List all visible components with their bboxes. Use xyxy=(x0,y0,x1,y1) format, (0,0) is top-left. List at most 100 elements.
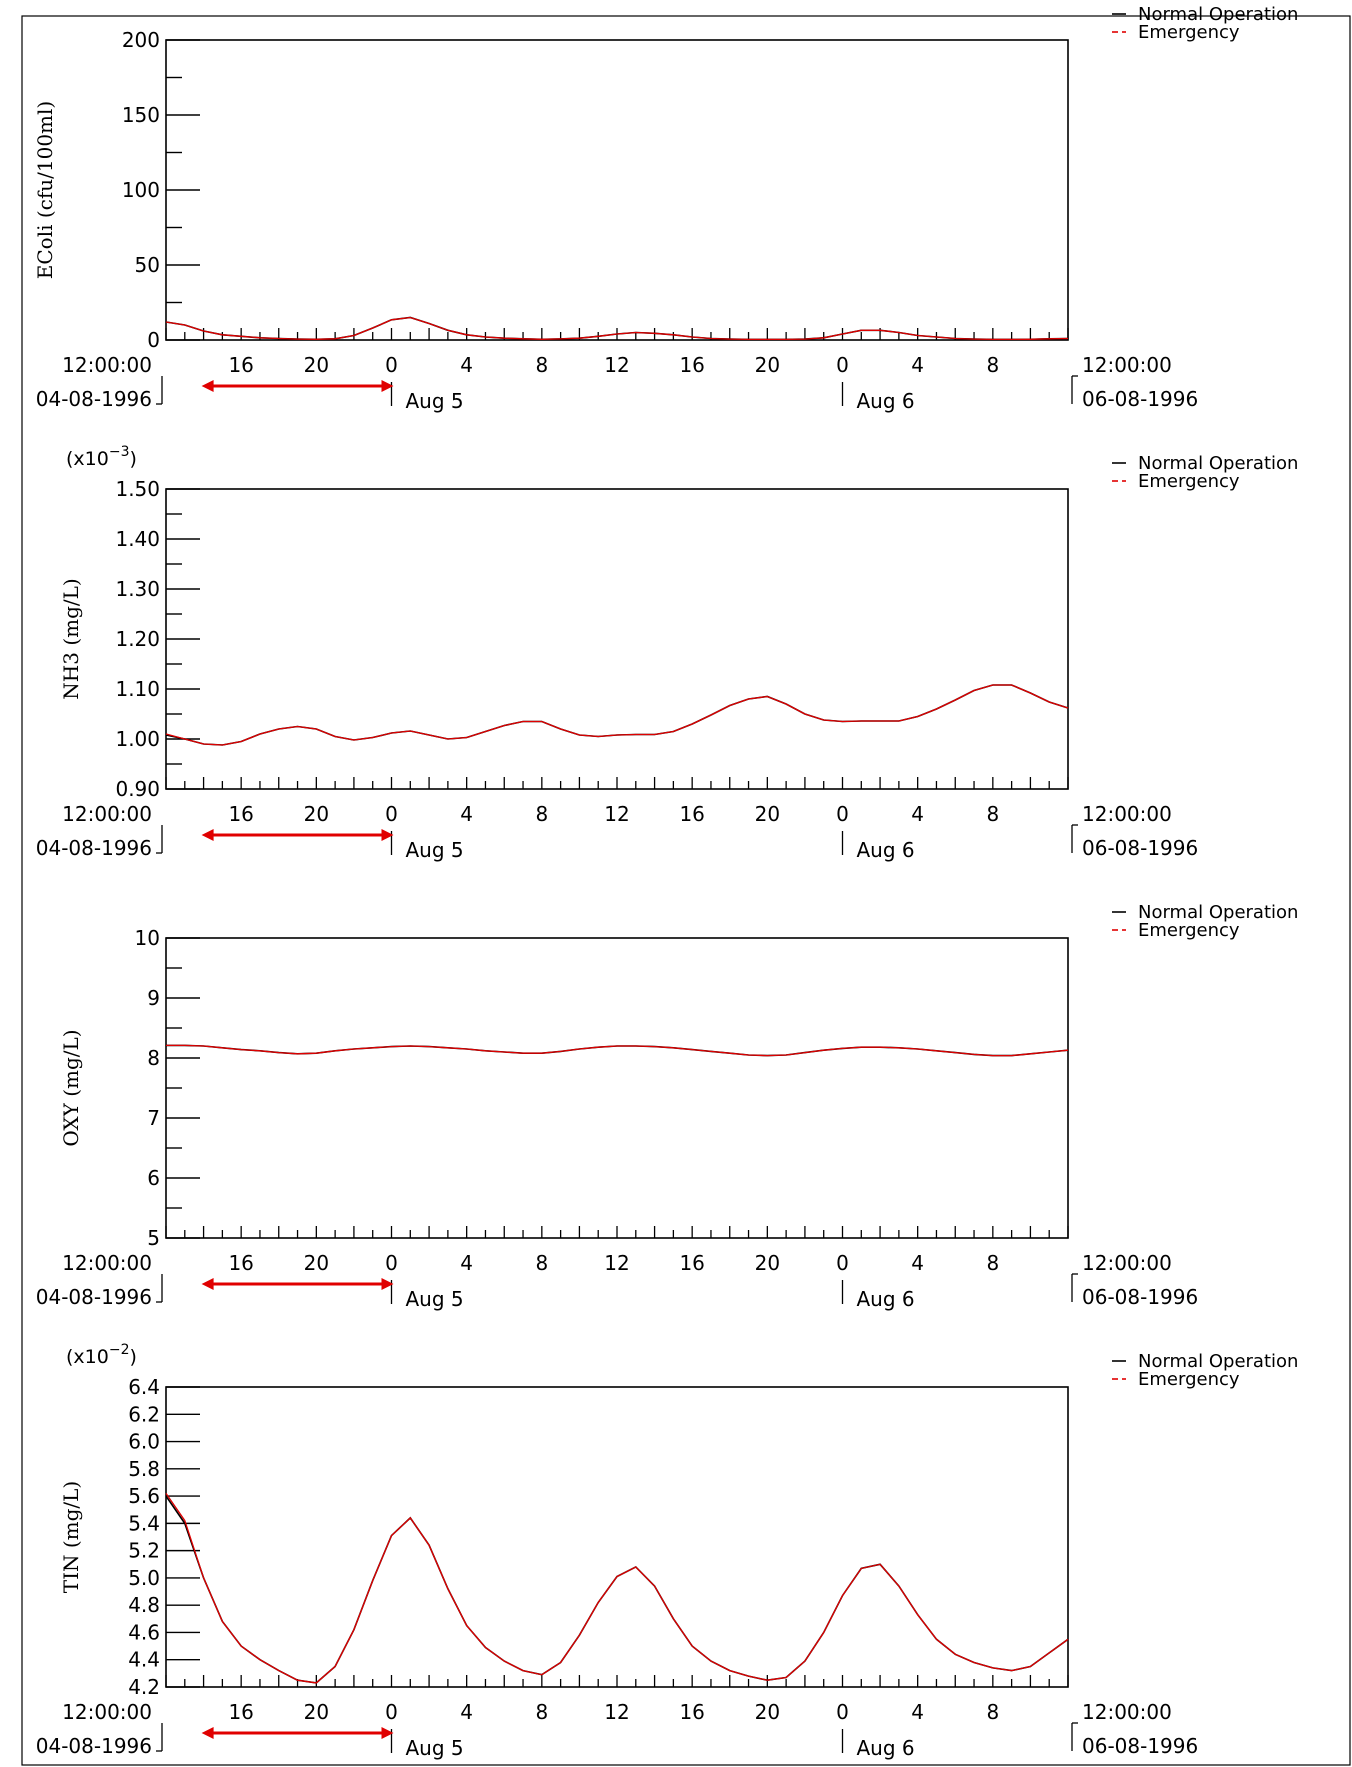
y-tick-label: 5.2 xyxy=(128,1539,160,1563)
y-tick-label: 50 xyxy=(135,253,160,277)
x-tick-label: 8 xyxy=(535,1251,548,1275)
plot-frame xyxy=(165,937,1069,1239)
y-tick-label: 6.2 xyxy=(128,1402,160,1426)
x-tick-label: 0 xyxy=(836,802,849,826)
y-tick-label: 1.40 xyxy=(115,527,160,551)
x-tick-label: 16 xyxy=(228,1700,253,1724)
x-tick-label: 12 xyxy=(604,1700,629,1724)
day-label: Aug 6 xyxy=(857,1287,915,1311)
series-emergency xyxy=(165,1493,1069,1684)
x-tick-label: 4 xyxy=(911,1251,924,1275)
range-arrow-right-head xyxy=(381,1278,394,1290)
plot-frame xyxy=(165,1386,1069,1688)
x-tick-label: 4 xyxy=(460,1700,473,1724)
x-tick-label: 20 xyxy=(304,1251,329,1275)
start-time-label: 12:00:00 xyxy=(62,802,152,826)
y-tick-label: 5.4 xyxy=(128,1511,160,1535)
x-tick-label: 8 xyxy=(986,353,999,377)
x-tick-label: 20 xyxy=(755,1700,780,1724)
range-arrow-left-head xyxy=(201,380,214,392)
page-frame xyxy=(21,15,1351,1766)
y-tick-label: 1.30 xyxy=(115,577,160,601)
range-arrow-right-head xyxy=(381,380,394,392)
legend-label-normal: Normal Operation xyxy=(1138,4,1298,25)
start-time-label: 12:00:00 xyxy=(62,1700,152,1724)
x-tick-label: 4 xyxy=(911,353,924,377)
x-tick-label: 12 xyxy=(604,353,629,377)
y-tick-label: 4.4 xyxy=(128,1648,160,1672)
y-tick-label: 200 xyxy=(122,28,160,52)
plot-frame xyxy=(165,488,1069,790)
day-label: Aug 5 xyxy=(406,838,464,862)
range-arrow-right-head xyxy=(381,829,394,841)
y-tick-label: 6 xyxy=(147,1166,160,1190)
y-tick-label: 5.8 xyxy=(128,1457,160,1481)
end-date-label: 06-08-1996 xyxy=(1082,836,1198,860)
x-tick-label: 16 xyxy=(679,1251,704,1275)
end-time-label: 12:00:00 xyxy=(1082,1700,1172,1724)
x-tick-label: 20 xyxy=(304,353,329,377)
panel-3: 5 6 7 8 9 10 16 20 0 4 8 12 16 20 0 4 8 12:00:00 04-08-199… xyxy=(36,902,1299,1311)
legend-label-emergency: Emergency xyxy=(1138,22,1240,43)
start-date-label: 04-08-1996 xyxy=(36,1734,152,1758)
y-tick-label: 150 xyxy=(122,103,160,127)
y-tick-label: 10 xyxy=(135,926,160,950)
x-tick-label: 0 xyxy=(385,1251,398,1275)
x-tick-label: 4 xyxy=(460,802,473,826)
range-arrow-right-head xyxy=(381,1727,394,1739)
y-tick-label: 7 xyxy=(147,1106,160,1130)
end-date-label: 06-08-1996 xyxy=(1082,1734,1198,1758)
series-emergency xyxy=(166,1044,1069,1057)
y-tick-label: 1.50 xyxy=(115,477,160,501)
y-axis-label: OXY (mg/L) xyxy=(59,1029,83,1146)
series-normal-operation xyxy=(165,1495,1069,1684)
x-tick-label: 16 xyxy=(228,1251,253,1275)
x-tick-label: 12 xyxy=(604,802,629,826)
x-tick-label: 0 xyxy=(385,1700,398,1724)
legend-label-emergency: Emergency xyxy=(1138,471,1240,492)
x-tick-label: 20 xyxy=(755,802,780,826)
day-label: Aug 5 xyxy=(406,1736,464,1760)
x-tick-label: 16 xyxy=(228,802,253,826)
end-time-label: 12:00:00 xyxy=(1082,1251,1172,1275)
start-date-label: 04-08-1996 xyxy=(36,836,152,860)
y-tick-label: 0 xyxy=(147,328,160,352)
legend-label-emergency: Emergency xyxy=(1138,1369,1240,1390)
x-tick-label: 20 xyxy=(755,353,780,377)
x-tick-label: 16 xyxy=(679,1700,704,1724)
panel-4: 4.2 4.4 4.6 4.8 5.0 5.2 5.4 5.6 5.8 6.0 6.2 6.4 16 20… xyxy=(36,1342,1299,1760)
x-tick-label: 4 xyxy=(911,1700,924,1724)
range-arrow-left-head xyxy=(201,1727,214,1739)
day-label: Aug 6 xyxy=(857,838,915,862)
x-tick-label: 16 xyxy=(679,802,704,826)
start-date-label: 04-08-1996 xyxy=(36,1285,152,1309)
y-axis-label: TIN (mg/L) xyxy=(59,1481,83,1594)
x-tick-label: 0 xyxy=(836,1700,849,1724)
x-tick-label: 8 xyxy=(986,1251,999,1275)
legend-label-normal: Normal Operation xyxy=(1138,453,1298,474)
x-tick-label: 20 xyxy=(304,1700,329,1724)
start-date-label: 04-08-1996 xyxy=(36,387,152,411)
range-arrow-left-head xyxy=(201,1278,214,1290)
x-tick-label: 12 xyxy=(604,1251,629,1275)
x-tick-label: 0 xyxy=(385,802,398,826)
x-tick-label: 8 xyxy=(535,353,548,377)
y-tick-label: 4.8 xyxy=(128,1593,160,1617)
x-tick-label: 0 xyxy=(385,353,398,377)
y-tick-label: 5 xyxy=(147,1226,160,1250)
day-label: Aug 6 xyxy=(857,389,915,413)
x-tick-label: 0 xyxy=(836,1251,849,1275)
y-tick-label: 1.20 xyxy=(115,627,160,651)
x-tick-label: 16 xyxy=(228,353,253,377)
x-tick-label: 0 xyxy=(836,353,849,377)
end-date-label: 06-08-1996 xyxy=(1082,1285,1198,1309)
y-tick-label: 6.0 xyxy=(128,1430,160,1454)
plot-frame xyxy=(165,39,1069,341)
y-tick-label: 0.90 xyxy=(115,777,160,801)
series-emergency xyxy=(165,684,1069,746)
y-tick-label: 8 xyxy=(147,1046,160,1070)
x-tick-label: 4 xyxy=(460,1251,473,1275)
series-emergency xyxy=(165,316,1069,341)
